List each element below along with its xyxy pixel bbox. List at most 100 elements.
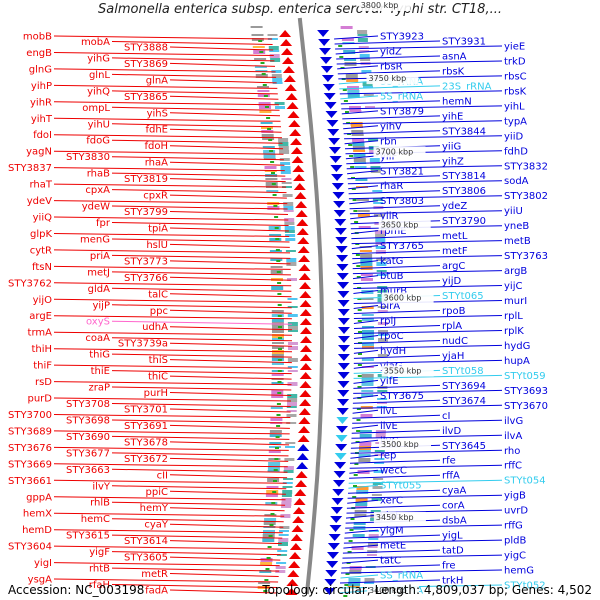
- feature-lane-block: [376, 270, 387, 272]
- gene-label: STY3674: [442, 396, 486, 407]
- gene-leader-line: [337, 70, 441, 75]
- feature-lane-block: [279, 526, 290, 529]
- forward-strand-arrow: [336, 273, 349, 280]
- feature-lane-block: [372, 198, 383, 201]
- tick-mark: [346, 122, 351, 124]
- gene-label: ftsN: [32, 262, 52, 273]
- gene-leader-line: [345, 524, 503, 529]
- feature-lane-block: [272, 342, 284, 344]
- tick-mark: [274, 216, 279, 218]
- gene-label: rhlB: [90, 498, 110, 509]
- reverse-strand-arrow: [284, 84, 297, 91]
- gene-leader-line: [344, 135, 503, 140]
- gene-leader-line: [348, 185, 379, 190]
- gene-label: STY3762: [8, 278, 52, 289]
- feature-lane-block: [271, 70, 282, 73]
- feature-lane-block: [262, 138, 275, 140]
- reverse-strand-arrow: [297, 435, 310, 442]
- gene-leader-line: [53, 249, 291, 254]
- gene-leader-line: [348, 484, 379, 489]
- feature-lane-block: [358, 454, 371, 457]
- gene-leader-line: [344, 529, 379, 534]
- feature-lane-block: [352, 138, 365, 142]
- gene-label: yihP: [31, 81, 52, 92]
- feature-lane-block: [340, 26, 353, 29]
- gene-leader-line: [169, 178, 286, 183]
- gene-label: ilvE: [380, 421, 398, 432]
- gene-label: STY3803: [380, 196, 424, 207]
- gene-label: coaA: [85, 333, 110, 344]
- gene-label: rfaH: [89, 580, 110, 591]
- gene-label: STYt065: [442, 291, 484, 302]
- reverse-strand-arrow: [293, 174, 306, 181]
- gene-label: argE: [29, 311, 52, 322]
- feature-lane-block: [359, 434, 372, 438]
- gene-leader-line: [111, 584, 278, 588]
- gene-label: ppc: [150, 306, 168, 317]
- gene-label: yiiD: [504, 131, 523, 142]
- forward-strand-arrow: [327, 129, 340, 136]
- feature-lane-block: [362, 338, 374, 340]
- feature-lane-block: [263, 522, 276, 525]
- feature-lane-block: [356, 198, 369, 201]
- gene-label: rpoB: [442, 306, 466, 317]
- feature-lane-block: [267, 34, 278, 36]
- reverse-strand-arrow: [285, 588, 298, 595]
- feature-lane-block: [372, 486, 383, 489]
- feature-lane-block: [369, 530, 379, 532]
- gene-leader-line: [111, 73, 277, 78]
- feature-lane-block: [271, 394, 284, 398]
- scale-label-bg: [366, 73, 419, 85]
- forward-strand-arrow: [317, 30, 330, 37]
- gene-label: rbsR: [380, 61, 403, 72]
- gene-label: STY3700: [8, 410, 52, 421]
- tick-mark: [349, 155, 354, 157]
- feature-lane-block: [365, 106, 375, 108]
- feature-lane-block: [288, 342, 298, 345]
- gene-leader-line: [349, 210, 503, 215]
- gene-leader-line: [53, 545, 282, 550]
- feature-lane-block: [264, 518, 277, 522]
- gene-label: rhaA: [145, 158, 168, 169]
- gene-leader-line: [352, 275, 379, 280]
- gene-leader-line: [346, 165, 503, 170]
- reverse-strand-arrow: [300, 327, 312, 334]
- gene-leader-line: [111, 353, 292, 358]
- forward-strand-arrow: [331, 174, 344, 181]
- gene-label: STY3830: [66, 152, 110, 163]
- forward-strand-arrow: [333, 480, 345, 487]
- tick-mark: [272, 194, 277, 196]
- tick-mark: [277, 370, 282, 372]
- reverse-strand-arrow: [299, 363, 312, 370]
- gene-leader-line: [169, 589, 278, 594]
- gene-leader-line: [169, 79, 277, 84]
- reverse-strand-arrow: [282, 57, 294, 64]
- feature-lane-block: [267, 206, 280, 210]
- tick-mark: [357, 298, 362, 300]
- feature-lane-block: [268, 462, 281, 466]
- gene-leader-line: [53, 578, 279, 583]
- gene-label: STY3615: [66, 531, 110, 542]
- gene-leader-line: [353, 325, 441, 329]
- gene-leader-line: [53, 68, 276, 73]
- gene-leader-line: [111, 123, 282, 128]
- feature-lane-block: [264, 514, 277, 516]
- gene-label: yidZ: [380, 47, 402, 58]
- forward-strand-arrow: [335, 246, 348, 253]
- forward-strand-arrow: [321, 75, 334, 82]
- gene-leader-line: [53, 562, 280, 567]
- gene-leader-line: [111, 337, 293, 342]
- forward-strand-arrow: [338, 345, 350, 352]
- gene-leader-line: [336, 60, 503, 65]
- feature-lane-block: [356, 486, 369, 490]
- tick-mark: [357, 309, 362, 311]
- gene-leader-line: [339, 85, 441, 90]
- gene-leader-line: [169, 375, 292, 380]
- gene-leader-line: [111, 90, 278, 95]
- reverse-strand-arrow: [300, 336, 312, 343]
- feature-lane-block: [265, 182, 278, 186]
- gene-leader-line: [169, 457, 289, 462]
- gene-leader-line: [335, 50, 379, 55]
- gene-leader-line: [342, 554, 503, 559]
- feature-lane-block: [374, 230, 385, 234]
